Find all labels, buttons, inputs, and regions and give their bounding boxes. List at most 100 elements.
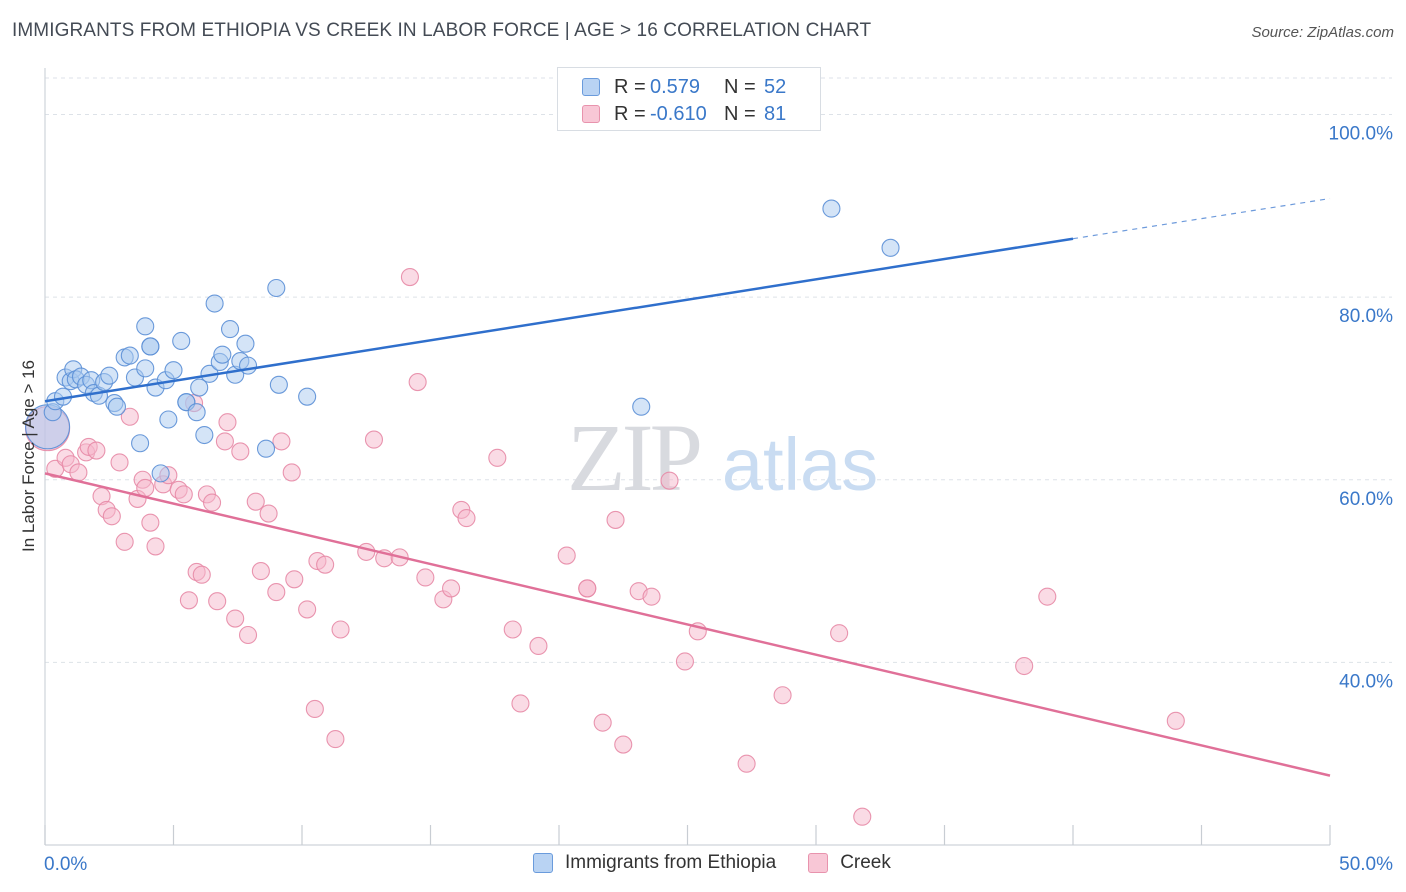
data-point [192, 565, 211, 584]
data-point [298, 387, 317, 406]
data-point [557, 546, 576, 565]
data-point [208, 592, 227, 611]
data-point [187, 403, 206, 422]
data-point [164, 361, 183, 380]
legend-n-label: N = [724, 102, 756, 125]
data-point [282, 463, 301, 482]
data-point [136, 359, 155, 378]
data-point [364, 430, 384, 449]
data-point [269, 375, 288, 394]
bottom-legend-label: Creek [840, 852, 891, 873]
data-point [272, 432, 291, 451]
data-point [246, 492, 265, 511]
tick-labels: 40.0% 60.0% 80.0% 100.0% 0.0% 50.0% [44, 124, 1393, 875]
data-point [256, 439, 276, 458]
data-point [267, 583, 286, 602]
data-point [195, 425, 214, 445]
legend-r-label: R = [614, 75, 646, 98]
data-point [251, 562, 270, 581]
x-tick-label: 0.0% [44, 854, 87, 875]
data-point [614, 735, 633, 754]
data-point [151, 464, 170, 483]
legend-n-value: 81 [764, 102, 787, 125]
data-point [285, 570, 304, 589]
ethiopia-points [25, 199, 900, 483]
chart-title: IMMIGRANTS FROM ETHIOPIA VS CREEK IN LAB… [12, 20, 872, 41]
legend-swatch-pink [582, 105, 600, 123]
source-label: Source: ZipAtlas.com [1251, 24, 1394, 41]
trend-line-creek [44, 472, 1331, 777]
legend: R = 0.579 N = 52 R = -0.610 N = 81 [557, 67, 821, 131]
data-point [238, 356, 258, 375]
data-point [529, 636, 548, 655]
y-tick-label: 80.0% [1339, 306, 1393, 327]
data-point [593, 713, 612, 732]
data-point [305, 699, 324, 718]
data-point [238, 625, 258, 645]
data-point [316, 555, 335, 574]
data-point [853, 807, 872, 826]
data-point [511, 694, 530, 713]
data-point [110, 453, 129, 472]
data-point [213, 345, 232, 364]
data-point [1166, 711, 1185, 730]
watermark-zip: ZIP [567, 404, 700, 511]
bottom-legend-swatch-blue [533, 853, 553, 873]
data-point [578, 579, 597, 598]
data-point [408, 373, 427, 392]
data-point [231, 442, 250, 461]
legend-row-creek: R = -0.610 N = 81 [582, 101, 786, 127]
data-point [172, 331, 191, 351]
y-tick-label: 40.0% [1339, 671, 1393, 692]
data-point [675, 652, 694, 671]
watermark: ZIP atlas [567, 404, 878, 511]
trend-line-ethiopia [44, 237, 1074, 403]
data-point [100, 366, 119, 385]
legend-r-value: 0.579 [650, 75, 701, 98]
data-point [146, 537, 165, 556]
data-point [830, 624, 849, 643]
legend-swatch-blue [582, 78, 600, 96]
data-point [236, 334, 255, 353]
data-point [1015, 656, 1034, 676]
legend-n-value: 52 [764, 75, 787, 98]
legend-row-ethiopia: R = 0.579 N = 52 [582, 74, 786, 100]
trend-lines [44, 197, 1331, 777]
bottom-legend-ethiopia: Immigrants from Ethiopia [533, 852, 776, 874]
data-point [220, 320, 240, 339]
data-point [120, 346, 139, 365]
data-point [400, 268, 419, 287]
data-point [642, 587, 661, 606]
data-point [69, 463, 88, 482]
axes [44, 68, 1331, 846]
data-point [1038, 587, 1057, 606]
data-point [205, 294, 224, 313]
data-point [141, 513, 160, 532]
bottom-legend-swatch-pink [808, 853, 829, 873]
data-point [87, 441, 106, 460]
data-point [190, 378, 209, 397]
bottom-legend-label: Immigrants from Ethiopia [565, 852, 777, 873]
legend-n-label: N = [724, 75, 756, 98]
data-point [107, 397, 127, 416]
y-tick-label: 100.0% [1329, 124, 1394, 145]
data-point [174, 485, 193, 504]
x-tick-label: 50.0% [1339, 854, 1393, 875]
trend-line-ethiopia-extension [1072, 197, 1331, 240]
data-point [488, 448, 507, 467]
y-tick-label: 60.0% [1339, 489, 1393, 510]
data-point [331, 620, 350, 639]
bottom-legend: Immigrants from Ethiopia Creek [533, 852, 923, 874]
data-point [102, 507, 121, 526]
watermark-atlas: atlas [722, 423, 878, 506]
creek-points [25, 268, 1185, 826]
legend-r-value: -0.610 [650, 102, 707, 125]
data-point [632, 397, 651, 416]
data-point [773, 686, 792, 705]
data-point [136, 317, 155, 336]
data-point [115, 532, 134, 551]
data-point [226, 609, 245, 628]
data-point [259, 504, 278, 523]
data-point [326, 730, 345, 749]
